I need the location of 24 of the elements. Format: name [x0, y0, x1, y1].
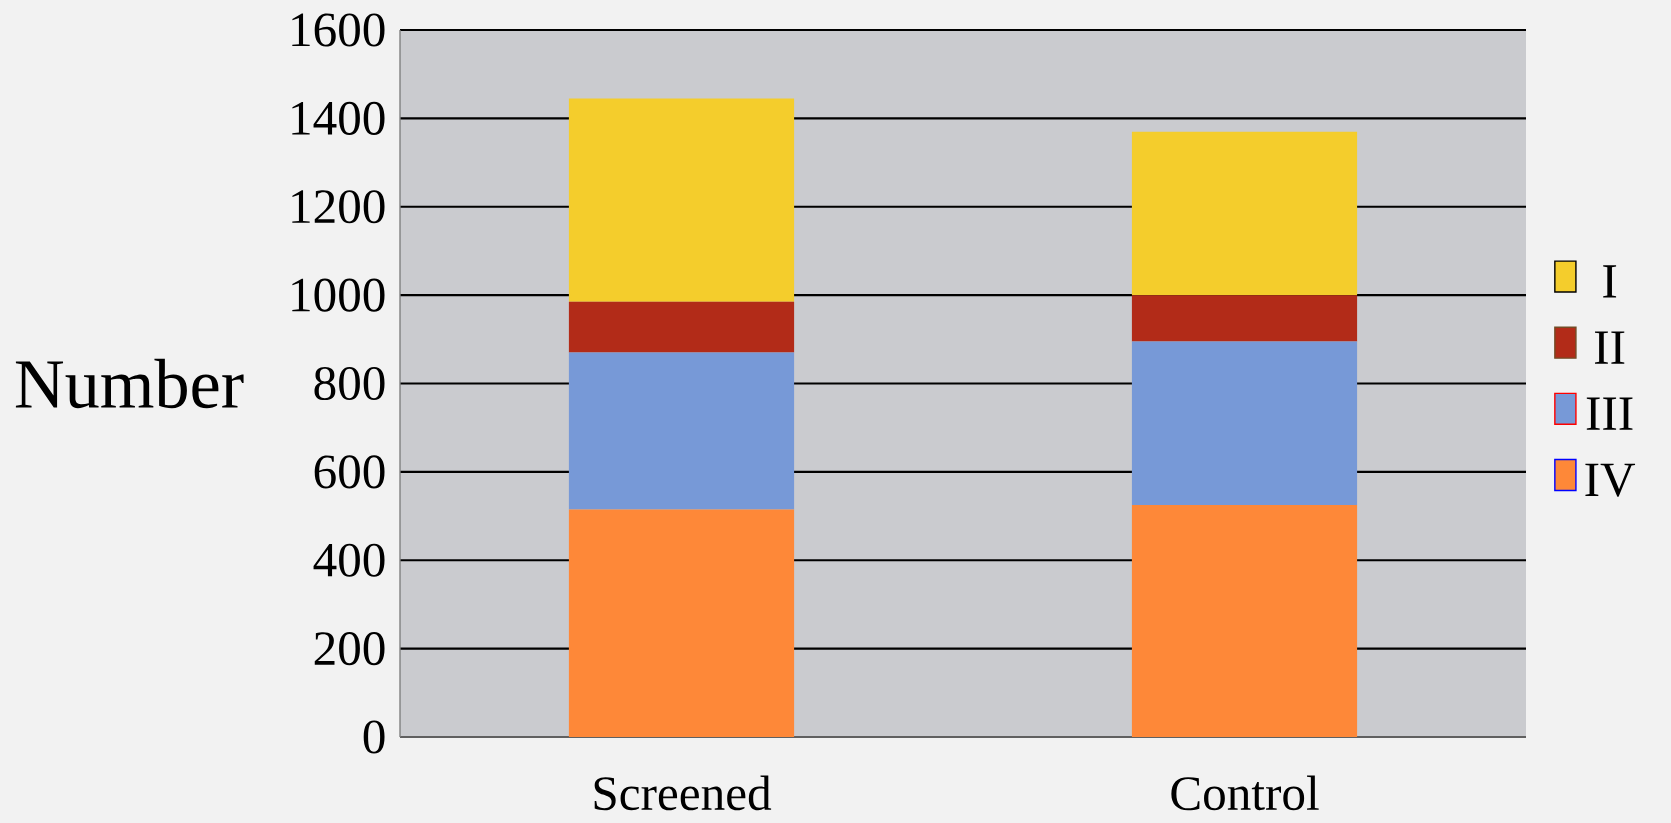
- x-tick-label: Control: [1171, 775, 1319, 811]
- legend-label: I: [1603, 265, 1617, 298]
- y-tick-label: 200: [314, 631, 385, 666]
- y-tick-label: 800: [314, 366, 385, 401]
- bar: [568, 301, 795, 353]
- bar: [568, 509, 795, 737]
- y-tick-label: 1200: [292, 190, 385, 224]
- bar: [1131, 295, 1358, 342]
- bar: [1131, 504, 1358, 737]
- bar: [1131, 341, 1358, 505]
- x-tick-label: Screened: [594, 775, 772, 811]
- legend-label: IV: [1585, 463, 1636, 497]
- bar: [568, 352, 795, 510]
- bar: [1131, 131, 1358, 296]
- y-tick-label: 1400: [292, 101, 385, 135]
- y-axis-title: Number: [15, 358, 244, 409]
- y-tick-label: 600: [314, 455, 385, 489]
- y-tick-label: 0: [363, 720, 385, 754]
- bar: [568, 98, 795, 302]
- y-tick-label: 400: [313, 543, 385, 577]
- y-tick-label: 1600: [292, 13, 385, 47]
- legend-label: III: [1586, 397, 1633, 430]
- y-tick-label: 1000: [292, 278, 385, 312]
- legend-label: II: [1595, 331, 1625, 364]
